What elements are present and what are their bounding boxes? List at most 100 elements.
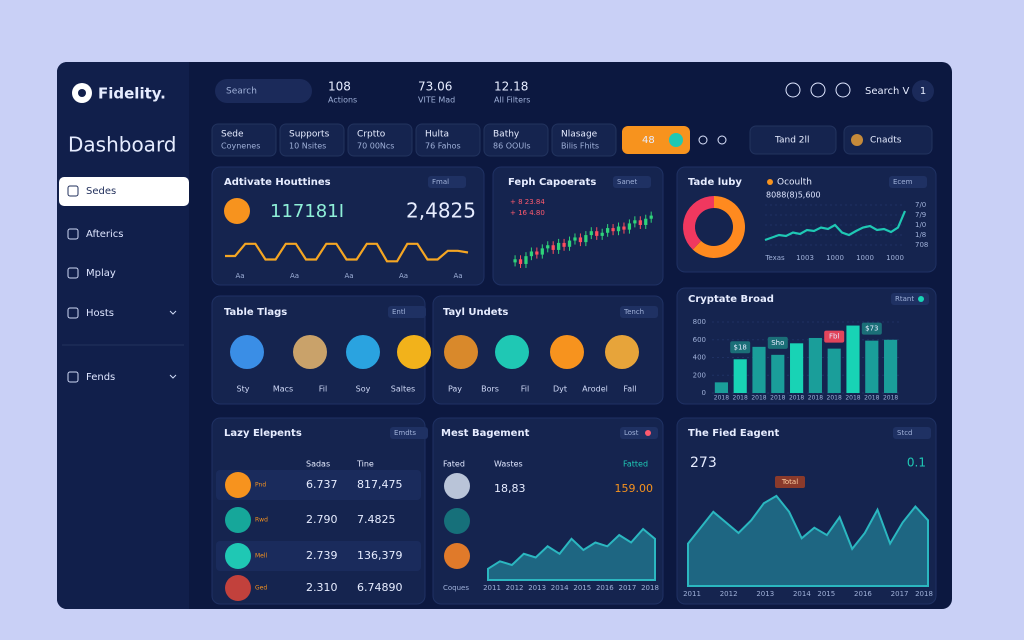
panel-title: The Fied Eagent bbox=[688, 428, 780, 439]
tab[interactable] bbox=[483, 123, 549, 157]
tab[interactable] bbox=[347, 123, 413, 157]
coin bbox=[225, 472, 251, 498]
x-tick-label: 2018 bbox=[770, 395, 785, 402]
action-button[interactable] bbox=[622, 126, 690, 154]
filter-label[interactable]: Cnadts bbox=[870, 136, 902, 146]
candle bbox=[606, 228, 610, 233]
coin-label: Arodel bbox=[582, 385, 608, 394]
user-menu[interactable]: Search V bbox=[865, 86, 910, 97]
tab[interactable] bbox=[279, 123, 345, 157]
column-header: Fated bbox=[443, 460, 465, 469]
tab-title[interactable]: Hulta bbox=[425, 130, 449, 140]
tab-title[interactable]: Supports bbox=[289, 130, 330, 140]
candle bbox=[644, 218, 648, 225]
bar bbox=[884, 339, 898, 393]
coin bbox=[444, 335, 478, 369]
bar bbox=[790, 343, 804, 393]
annotation: Total bbox=[781, 478, 798, 486]
header-icon bbox=[810, 82, 826, 98]
bar bbox=[752, 346, 766, 393]
panel-title: Lazy Elepents bbox=[224, 428, 302, 439]
badge bbox=[891, 293, 929, 305]
x-tick-label: Aa bbox=[235, 272, 244, 280]
line bbox=[764, 210, 907, 242]
x-tick-label: 2018 bbox=[827, 395, 842, 402]
nav-item[interactable]: Mplay bbox=[86, 268, 116, 279]
search-box[interactable] bbox=[215, 79, 312, 103]
logo-icon-core bbox=[78, 89, 86, 97]
notification-badge bbox=[912, 80, 934, 102]
nav-item[interactable]: Sedes bbox=[86, 186, 116, 197]
button-label[interactable]: 48 bbox=[642, 135, 655, 146]
metric: 2,4825 bbox=[406, 199, 476, 223]
bar bbox=[808, 337, 822, 393]
y-tick-label: 600 bbox=[693, 336, 706, 344]
tab-title[interactable]: Nlasage bbox=[561, 130, 598, 140]
column-header: Wastes bbox=[494, 460, 523, 469]
row-tag: Pnd bbox=[255, 482, 266, 489]
badge-label: Lost bbox=[624, 429, 639, 437]
status-dot bbox=[918, 296, 924, 302]
tab-sub: Bilis Fhits bbox=[561, 142, 599, 151]
tab-sub: 76 Fahos bbox=[425, 142, 461, 151]
column-header: Fatted bbox=[623, 460, 648, 469]
search-icon bbox=[698, 135, 708, 145]
annotation-tag bbox=[861, 322, 882, 335]
row-tag: Rwd bbox=[255, 517, 268, 524]
column-header: Sadas bbox=[306, 460, 330, 469]
header-icon bbox=[835, 82, 851, 98]
tab-title[interactable]: Bathy bbox=[493, 130, 520, 140]
x-tick-label: 2012 bbox=[506, 584, 524, 592]
panel-title: Tayl Undets bbox=[443, 307, 508, 318]
cell: 2.310 bbox=[306, 581, 338, 594]
tab-title[interactable]: Sede bbox=[221, 130, 244, 140]
page-title: Dashboard bbox=[68, 133, 177, 157]
badge-label: Ecem bbox=[893, 178, 913, 186]
badge-label: Sanet bbox=[617, 178, 637, 186]
menu-label[interactable]: Tand 2ll bbox=[774, 136, 810, 146]
nav-item[interactable]: Afterics bbox=[86, 229, 124, 240]
tab[interactable] bbox=[211, 123, 277, 157]
coin bbox=[225, 575, 251, 601]
tab-sub: 70 00Ncs bbox=[357, 142, 394, 151]
nav-item[interactable]: Hosts bbox=[86, 308, 114, 319]
nav-item[interactable]: Fends bbox=[86, 372, 115, 383]
stat-label: Actions bbox=[328, 96, 357, 105]
panel bbox=[492, 166, 664, 286]
coin-label: Saltes bbox=[391, 385, 415, 394]
row-tag: Mell bbox=[255, 553, 268, 560]
tab[interactable] bbox=[551, 123, 617, 157]
coin bbox=[550, 335, 584, 369]
coin bbox=[225, 543, 251, 569]
donut-slice bbox=[682, 195, 714, 250]
panel bbox=[676, 417, 937, 605]
bar bbox=[865, 340, 879, 393]
bar bbox=[733, 359, 747, 393]
nav-icon bbox=[67, 371, 79, 383]
row-band bbox=[216, 470, 421, 500]
sidebar-edge bbox=[150, 62, 189, 609]
candle bbox=[529, 251, 534, 257]
candle bbox=[633, 220, 637, 224]
x-tick-label: 1000 bbox=[886, 254, 904, 262]
badge bbox=[390, 427, 428, 439]
filter-box[interactable] bbox=[843, 125, 933, 155]
candle bbox=[540, 248, 544, 255]
menu-box[interactable] bbox=[749, 125, 837, 155]
x-tick-label: 1000 bbox=[826, 254, 844, 262]
y-tick-label: 400 bbox=[693, 354, 706, 362]
candle bbox=[627, 223, 632, 230]
tab[interactable] bbox=[415, 123, 481, 157]
tab-title[interactable]: Crptto bbox=[357, 130, 386, 140]
candle bbox=[524, 256, 528, 264]
coin bbox=[230, 335, 264, 369]
metric: 117181I bbox=[270, 201, 344, 222]
search-placeholder[interactable]: Search bbox=[226, 87, 257, 97]
nav-icon bbox=[67, 185, 79, 197]
nav-active bbox=[59, 177, 189, 206]
row-tag: Ged bbox=[255, 585, 267, 592]
badge-label: Rtant bbox=[895, 295, 914, 303]
coin bbox=[444, 473, 470, 499]
badge-label: Stcd bbox=[897, 429, 912, 437]
